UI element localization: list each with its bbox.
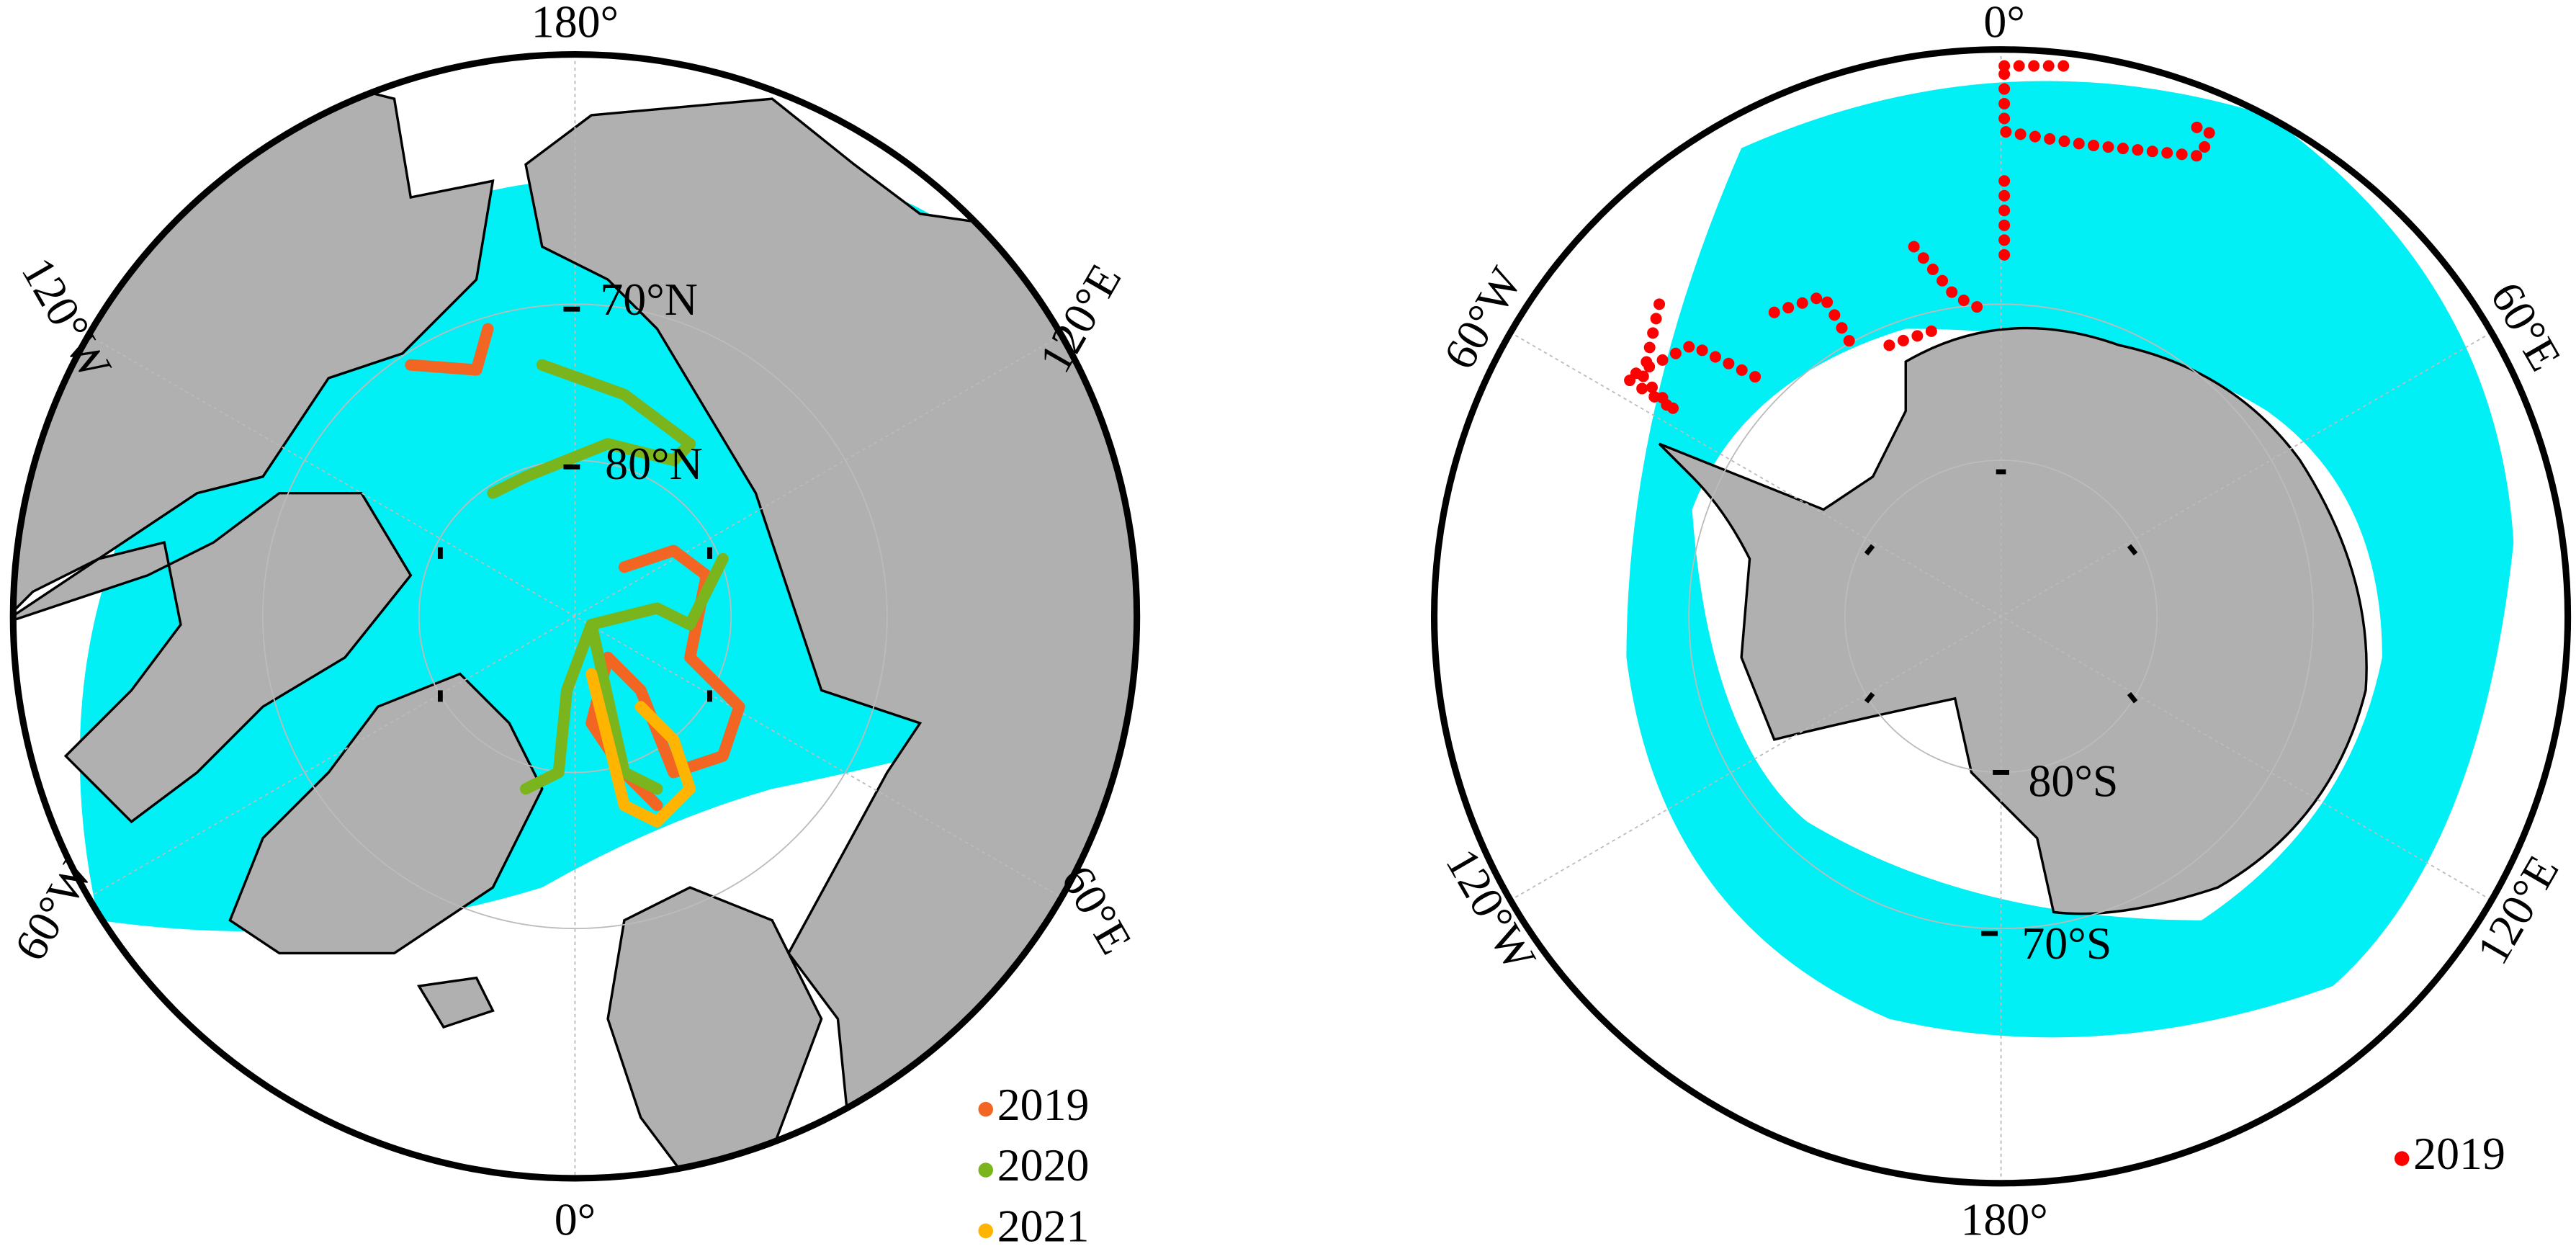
- track: [487, 359, 729, 795]
- map-frame: [1430, 46, 2572, 1187]
- track: [585, 668, 696, 828]
- longitude-label: 180°: [1960, 1193, 2047, 1245]
- legend-marker: [2394, 1151, 2410, 1166]
- meridians: [1509, 49, 2493, 1183]
- legend-marker: [978, 1162, 994, 1178]
- tick: [2127, 691, 2138, 704]
- antarctic-map: [1626, 81, 2514, 1038]
- tick: [2127, 544, 2138, 556]
- graticule: [1688, 303, 2314, 930]
- track: [1620, 60, 2216, 417]
- land: [13, 919, 117, 1178]
- legend-label: 2020: [997, 1139, 1090, 1191]
- longitude-label: 60°W: [4, 850, 103, 969]
- longitude-label: 0°: [1983, 0, 2024, 47]
- legend-marker: [978, 1223, 994, 1239]
- tick: [1864, 544, 1875, 556]
- latitude-label: 80°N: [605, 438, 703, 489]
- latitude-label: 80°S: [2028, 755, 2118, 806]
- land: [13, 491, 413, 824]
- legend-label: 2021: [997, 1201, 1090, 1252]
- land: [1658, 326, 2368, 915]
- track: [405, 323, 745, 812]
- latitude-label: 70°S: [2021, 918, 2111, 969]
- tick: [1864, 691, 1875, 704]
- legend-label: 2019: [2413, 1128, 2505, 1179]
- longitude-label: 180°: [531, 0, 619, 47]
- longitude-label: 120°W: [1436, 841, 1546, 980]
- land: [524, 97, 1137, 1178]
- tracks: [1620, 60, 2216, 417]
- longitude-label: 120°E: [2467, 847, 2569, 972]
- meridians: [88, 54, 1062, 1178]
- land: [416, 976, 495, 1029]
- tracks: [405, 323, 745, 828]
- longitude-label: 0°: [555, 1193, 596, 1245]
- map-frame: [9, 51, 1141, 1182]
- legend-label: 2019: [997, 1079, 1090, 1130]
- legend-marker: [978, 1101, 994, 1117]
- land: [228, 672, 544, 955]
- longitude-label: 60°E: [2481, 274, 2572, 380]
- latitude-label: 70°N: [600, 274, 698, 325]
